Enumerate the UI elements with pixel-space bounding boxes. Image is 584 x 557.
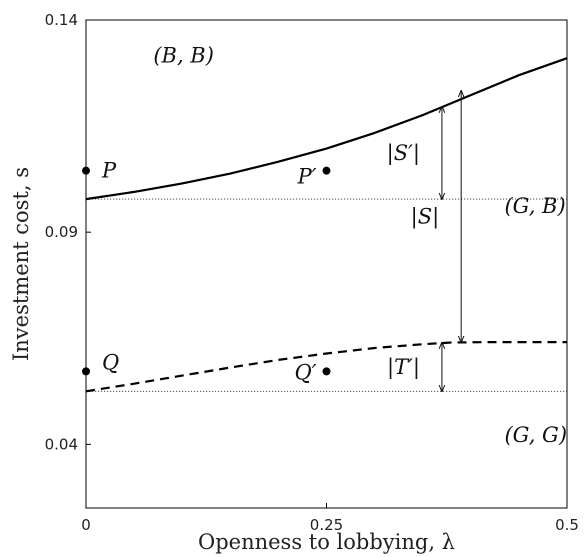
boundary-curve-solid (85, 57, 568, 201)
region-label-1: (G, B) (504, 194, 565, 218)
point-label-2: Q (102, 350, 119, 374)
region-label-2: (G, G) (504, 423, 567, 447)
point-marker-2 (82, 367, 90, 376)
x-axis-title: Openness to lobbying, λ (198, 530, 455, 554)
y-tick-label-1: 0.09 (45, 223, 78, 241)
y-tick-label-2: 0.14 (45, 11, 78, 29)
y-tick-label-0: 0.04 (45, 435, 78, 453)
plot-area (85, 19, 568, 509)
y-axis-title: Investment cost, s (9, 167, 33, 361)
point-label-3: Q′ (295, 360, 317, 384)
point-label-1: P′ (297, 165, 317, 189)
point-marker-0 (82, 166, 90, 175)
point-marker-3 (322, 367, 331, 376)
annotation-label-0: |S′| (387, 141, 420, 166)
region-label-0: (B, B) (153, 43, 214, 67)
point-label-0: P (101, 159, 117, 183)
annotation-label-1: |S| (411, 204, 440, 229)
point-marker-1 (322, 166, 331, 175)
x-tick-label-2: 0.5 (555, 516, 579, 534)
x-tick-label-1: 0.25 (310, 516, 343, 534)
x-tick-label-0: 0 (81, 516, 91, 534)
annotation-label-2: |T′| (387, 355, 420, 380)
